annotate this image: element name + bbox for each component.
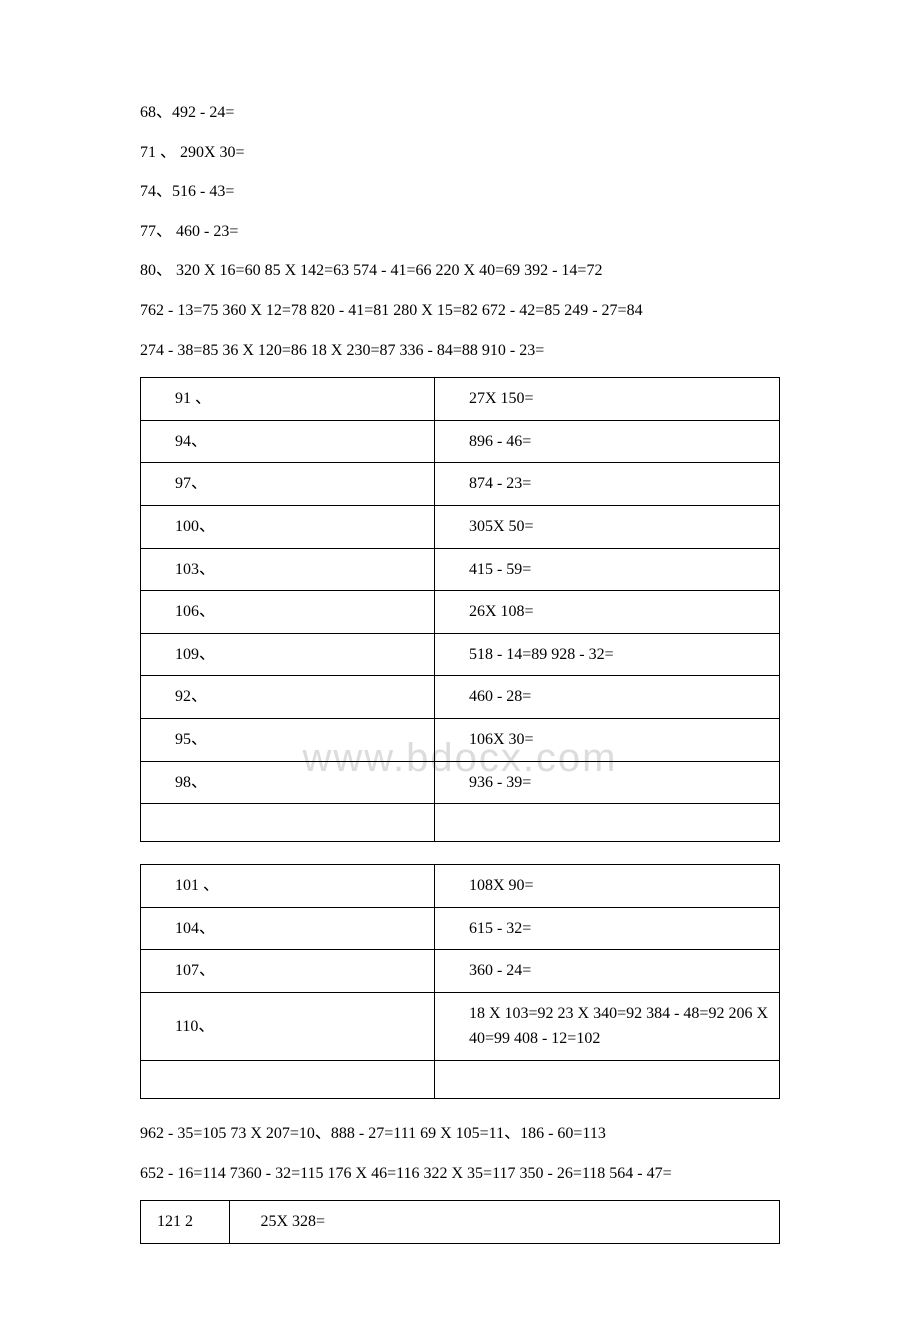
table-row: 95、106X 30= — [141, 718, 780, 761]
cell-right: 106X 30= — [434, 718, 779, 761]
cell-left: 109、 — [141, 633, 435, 676]
cell-right: 874 - 23= — [434, 463, 779, 506]
cell-left: 94、 — [141, 420, 435, 463]
cell-right: 518 - 14=89 928 - 32= — [434, 633, 779, 676]
table-row — [141, 804, 780, 842]
cell-right — [434, 804, 779, 842]
cell-right: 108X 90= — [434, 865, 779, 908]
cell-left — [141, 1061, 435, 1099]
table-row: 92、460 - 28= — [141, 676, 780, 719]
table-row: 97、874 - 23= — [141, 463, 780, 506]
table-row: 91 、27X 150= — [141, 378, 780, 421]
cell-right — [434, 1061, 779, 1099]
cell-left: 121 2 — [141, 1201, 230, 1244]
cell-right: 615 - 32= — [434, 907, 779, 950]
cell-right: 25X 328= — [230, 1201, 780, 1244]
table-row: 94、896 - 46= — [141, 420, 780, 463]
table-row: 107、360 - 24= — [141, 950, 780, 993]
lines-mid: 962 - 35=105 73 X 207=10、888 - 27=111 69… — [140, 1121, 780, 1186]
cell-right: 26X 108= — [434, 591, 779, 634]
table-row: 109、518 - 14=89 928 - 32= — [141, 633, 780, 676]
cell-left: 104、 — [141, 907, 435, 950]
text-line: 652 - 16=114 7360 - 32=115 176 X 46=116 … — [140, 1161, 780, 1187]
text-line: 274 - 38=85 36 X 120=86 18 X 230=87 336 … — [140, 338, 780, 364]
table-row — [141, 1061, 780, 1099]
table-row: 98、936 - 39= — [141, 761, 780, 804]
cell-left: 103、 — [141, 548, 435, 591]
cell-left: 110、 — [141, 992, 435, 1060]
text-line: 962 - 35=105 73 X 207=10、888 - 27=111 69… — [140, 1121, 780, 1147]
text-line: 77、 460 - 23= — [140, 219, 780, 245]
table-row: 110、18 X 103=92 23 X 340=92 384 - 48=92 … — [141, 992, 780, 1060]
table-row: 106、26X 108= — [141, 591, 780, 634]
table-1: 91 、27X 150= 94、896 - 46= 97、874 - 23= 1… — [140, 377, 780, 842]
table-row: 103、415 - 59= — [141, 548, 780, 591]
cell-right: 18 X 103=92 23 X 340=92 384 - 48=92 206 … — [434, 992, 779, 1060]
table-3: 121 225X 328= — [140, 1200, 780, 1244]
cell-right: 27X 150= — [434, 378, 779, 421]
text-line: 74、516 - 43= — [140, 179, 780, 205]
table-row: 101 、108X 90= — [141, 865, 780, 908]
cell-right: 360 - 24= — [434, 950, 779, 993]
text-line: 762 - 13=75 360 X 12=78 820 - 41=81 280 … — [140, 298, 780, 324]
text-line: 68、492 - 24= — [140, 100, 780, 126]
text-line: 80、 320 X 16=60 85 X 142=63 574 - 41=66 … — [140, 258, 780, 284]
table-2: 101 、108X 90= 104、615 - 32= 107、360 - 24… — [140, 864, 780, 1099]
cell-right: 305X 50= — [434, 505, 779, 548]
cell-left: 95、 — [141, 718, 435, 761]
cell-left — [141, 804, 435, 842]
table-row: 104、615 - 32= — [141, 907, 780, 950]
cell-left: 98、 — [141, 761, 435, 804]
cell-right: 460 - 28= — [434, 676, 779, 719]
cell-left: 92、 — [141, 676, 435, 719]
cell-left: 101 、 — [141, 865, 435, 908]
lines-top: 68、492 - 24= 71 、 290X 30= 74、516 - 43= … — [140, 100, 780, 363]
cell-right: 896 - 46= — [434, 420, 779, 463]
cell-right: 415 - 59= — [434, 548, 779, 591]
cell-left: 106、 — [141, 591, 435, 634]
cell-left: 97、 — [141, 463, 435, 506]
cell-left: 91 、 — [141, 378, 435, 421]
cell-left: 100、 — [141, 505, 435, 548]
cell-left: 107、 — [141, 950, 435, 993]
table-row: 121 225X 328= — [141, 1201, 780, 1244]
table-row: 100、305X 50= — [141, 505, 780, 548]
text-line: 71 、 290X 30= — [140, 140, 780, 166]
cell-right: 936 - 39= — [434, 761, 779, 804]
